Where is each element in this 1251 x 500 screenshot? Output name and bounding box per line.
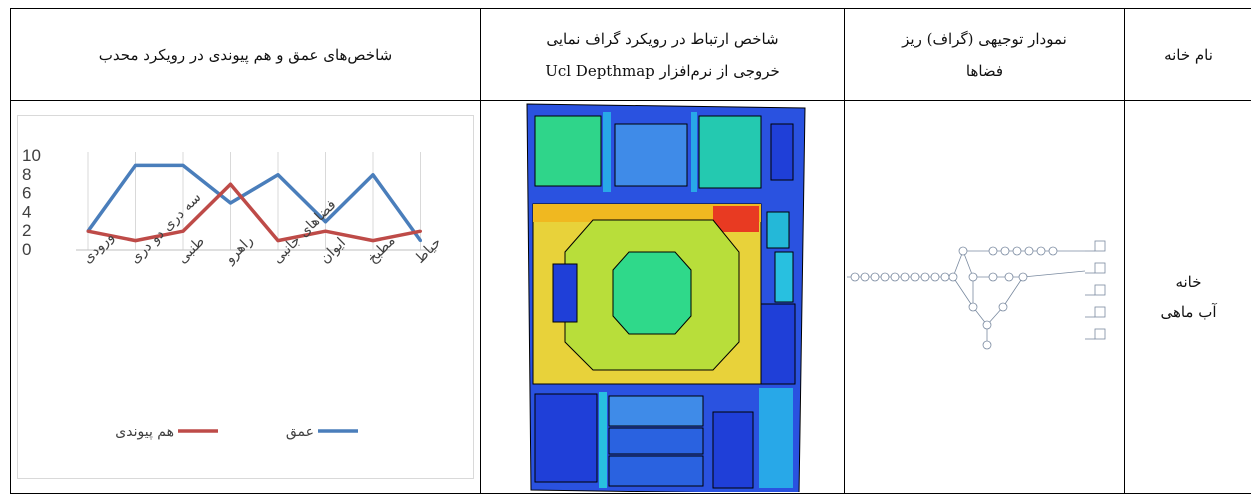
cell-justified-graph <box>844 100 1125 494</box>
x-tick-label: ایوان <box>317 235 349 267</box>
data-point <box>419 239 422 243</box>
data-point <box>371 173 375 177</box>
y-tick-label: 10 <box>22 146 41 165</box>
data-point <box>276 173 280 177</box>
cell-house-name: خانه آب ماهی <box>1124 100 1251 494</box>
house-name-line1: خانه <box>1175 273 1202 291</box>
data-point <box>229 182 232 186</box>
cell-depthmap <box>480 100 845 495</box>
data-point <box>419 229 422 233</box>
data-point <box>86 229 90 233</box>
y-tick-label: 4 <box>22 202 31 221</box>
depthmap-image <box>513 102 813 495</box>
data-point <box>134 239 137 243</box>
legend-label: هم پیوندی <box>115 424 174 440</box>
data-point <box>181 229 185 233</box>
justified-graph-image <box>845 237 1145 357</box>
header-house-name: نام خانه <box>1124 8 1251 101</box>
data-point <box>324 220 327 224</box>
y-tick-label: 0 <box>22 240 31 259</box>
header-graph-indices: شاخص ارتباط در رویکرد گراف نمایی خروجی ا… <box>480 8 845 101</box>
header-justified-line2: فضاها <box>965 61 1004 80</box>
series-line-1 <box>87 182 421 243</box>
header-graph-line2: خروجی از نرم‌افزار Ucl Depthmap <box>545 61 780 80</box>
header-house-text: نام خانه <box>1164 45 1213 64</box>
y-tick-label: 6 <box>22 184 31 203</box>
data-point <box>181 163 185 167</box>
x-tick-label: حیاط <box>412 234 445 267</box>
header-justified-graph: نمودار توجیهی (گراف) ریز فضاها <box>844 8 1125 101</box>
header-convex-indices: شاخص‌های عمق و هم پیوندی در رویکرد محدب <box>10 8 481 101</box>
house-name-line2: آب ماهی <box>1160 303 1217 321</box>
line-chart: 0 2 4 6 8 10 ورودی سه دری دو دری طنبی راهرو فضاهای… <box>17 115 474 479</box>
data-point <box>229 201 232 205</box>
data-point <box>371 239 375 243</box>
justified-graph-svg <box>847 240 1106 350</box>
data-point <box>134 163 137 167</box>
cell-chart: 0 2 4 6 8 10 ورودی سه دری دو دری طنبی راهرو فضاهای… <box>10 100 481 494</box>
info-table: شاخص‌های عمق و هم پیوندی در رویکرد محدب … <box>10 8 1251 495</box>
data-point <box>276 239 280 243</box>
header-justified-line1: نمودار توجیهی (گراف) ریز <box>902 29 1067 48</box>
data-point <box>324 229 327 233</box>
y-tick-label: 2 <box>22 221 31 240</box>
y-tick-label: 8 <box>22 165 31 184</box>
header-graph-line1: شاخص ارتباط در رویکرد گراف نمایی <box>546 29 779 48</box>
legend-label: عمق <box>286 424 314 440</box>
depthmap-plan <box>525 103 806 495</box>
header-convex-text: شاخص‌های عمق و هم پیوندی در رویکرد محدب <box>98 45 393 64</box>
series-line-0 <box>86 163 422 242</box>
